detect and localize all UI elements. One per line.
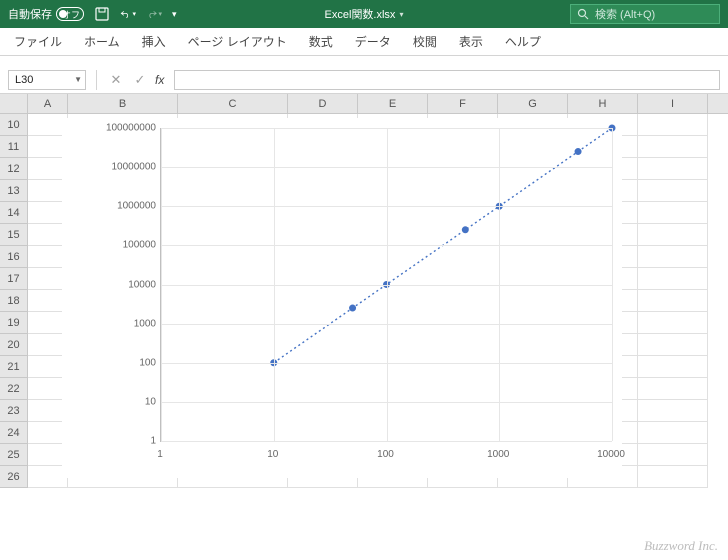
divider: [96, 70, 97, 90]
cell[interactable]: [638, 466, 708, 488]
row-header[interactable]: 16: [0, 246, 28, 268]
row-header[interactable]: 10: [0, 114, 28, 136]
row-header[interactable]: 21: [0, 356, 28, 378]
column-header[interactable]: I: [638, 94, 708, 113]
row-header[interactable]: 15: [0, 224, 28, 246]
search-placeholder: 検索 (Alt+Q): [595, 6, 655, 22]
row-header[interactable]: 18: [0, 290, 28, 312]
cell[interactable]: [638, 136, 708, 158]
search-icon: [577, 8, 589, 20]
ribbon-tab[interactable]: 数式: [309, 33, 333, 50]
ribbon-tab[interactable]: ヘルプ: [505, 33, 541, 50]
autosave-label: 自動保存: [8, 6, 52, 22]
column-header[interactable]: C: [178, 94, 288, 113]
column-header[interactable]: F: [428, 94, 498, 113]
name-box[interactable]: L30 ▼: [8, 70, 86, 90]
cell[interactable]: [638, 334, 708, 356]
row-header[interactable]: 26: [0, 466, 28, 488]
y-axis-label: 10000: [128, 279, 156, 290]
cell[interactable]: [638, 202, 708, 224]
column-header[interactable]: A: [28, 94, 68, 113]
y-axis-label: 1000: [134, 318, 156, 329]
ribbon-tab[interactable]: ファイル: [14, 33, 62, 50]
row-header[interactable]: 11: [0, 136, 28, 158]
ribbon-tab[interactable]: 校閲: [413, 33, 437, 50]
y-axis-label: 10: [145, 396, 156, 407]
y-axis-label: 100: [139, 357, 156, 368]
row-header[interactable]: 25: [0, 444, 28, 466]
x-axis-label: 100: [377, 449, 394, 460]
formula-input[interactable]: [174, 70, 720, 90]
row-header[interactable]: 22: [0, 378, 28, 400]
enter-icon[interactable]: ✓: [131, 72, 149, 88]
title-bar: 自動保存 オフ ▾ ▾ ▾ Excel関数.xlsx ▾ 検索 (Alt+Q): [0, 0, 728, 28]
spreadsheet-grid[interactable]: ABCDEFGHI 101112131415161718192021222324…: [0, 94, 728, 560]
cell[interactable]: [638, 180, 708, 202]
column-header[interactable]: H: [568, 94, 638, 113]
filename-label: Excel関数.xlsx: [325, 6, 396, 22]
cell[interactable]: [638, 400, 708, 422]
chart[interactable]: 1 10 100 1000 10000 100000 1000000 10000000 1000…: [62, 118, 622, 478]
redo-icon[interactable]: ▾: [146, 6, 162, 22]
data-point: [349, 305, 356, 312]
cell[interactable]: [638, 114, 708, 136]
formula-bar: L30 ▼ ✕ ✓ fx: [0, 66, 728, 94]
cell[interactable]: [638, 290, 708, 312]
cell[interactable]: [638, 422, 708, 444]
data-point: [462, 226, 469, 233]
column-header[interactable]: D: [288, 94, 358, 113]
chevron-down-icon: ▾: [399, 10, 403, 19]
cell[interactable]: [638, 356, 708, 378]
y-axis-label: 100000000: [106, 123, 156, 134]
chart-plot-area: [160, 128, 612, 442]
y-axis-label: 10000000: [112, 162, 157, 173]
ribbon-tabs: ファイル ホーム 挿入 ページ レイアウト 数式 データ 校閲 表示 ヘルプ: [0, 28, 728, 56]
row-header[interactable]: 14: [0, 202, 28, 224]
select-all-corner[interactable]: [0, 94, 28, 113]
row-header[interactable]: 19: [0, 312, 28, 334]
data-point: [575, 148, 582, 155]
row-header[interactable]: 12: [0, 158, 28, 180]
y-axis-label: 100000: [123, 240, 156, 251]
watermark: Buzzword Inc.: [644, 538, 718, 554]
row-header[interactable]: 23: [0, 400, 28, 422]
x-axis-label: 1000: [487, 449, 509, 460]
cancel-icon[interactable]: ✕: [107, 72, 125, 88]
qa-customize-icon[interactable]: ▾: [172, 9, 177, 20]
ribbon-tab[interactable]: データ: [355, 33, 391, 50]
row-header[interactable]: 17: [0, 268, 28, 290]
cell[interactable]: [638, 246, 708, 268]
search-input[interactable]: 検索 (Alt+Q): [570, 4, 720, 24]
column-header[interactable]: B: [68, 94, 178, 113]
y-axis-label: 1: [150, 436, 156, 447]
ribbon-tab[interactable]: 表示: [459, 33, 483, 50]
ribbon-tab[interactable]: 挿入: [142, 33, 166, 50]
x-axis-label: 10: [267, 449, 278, 460]
autosave-toggle[interactable]: 自動保存 オフ: [8, 6, 84, 22]
x-axis-label: 1: [157, 449, 163, 460]
document-title[interactable]: Excel関数.xlsx ▾: [325, 6, 404, 22]
namebox-value: L30: [15, 74, 33, 86]
chevron-down-icon: ▼: [74, 75, 82, 84]
undo-icon[interactable]: ▾: [120, 6, 136, 22]
y-axis-label: 1000000: [117, 201, 156, 212]
x-axis-label: 10000: [597, 449, 625, 460]
cell[interactable]: [638, 224, 708, 246]
cell[interactable]: [638, 444, 708, 466]
cell[interactable]: [638, 268, 708, 290]
ribbon-tab[interactable]: ページ レイアウト: [188, 33, 287, 50]
autosave-state: オフ: [62, 8, 80, 21]
row-header[interactable]: 24: [0, 422, 28, 444]
cell[interactable]: [638, 378, 708, 400]
save-icon[interactable]: [94, 6, 110, 22]
column-header[interactable]: G: [498, 94, 568, 113]
row-header[interactable]: 13: [0, 180, 28, 202]
column-header[interactable]: E: [358, 94, 428, 113]
row-header[interactable]: 20: [0, 334, 28, 356]
fx-label[interactable]: fx: [155, 73, 164, 87]
cell[interactable]: [638, 158, 708, 180]
ribbon-tab[interactable]: ホーム: [84, 33, 120, 50]
cell[interactable]: [638, 312, 708, 334]
